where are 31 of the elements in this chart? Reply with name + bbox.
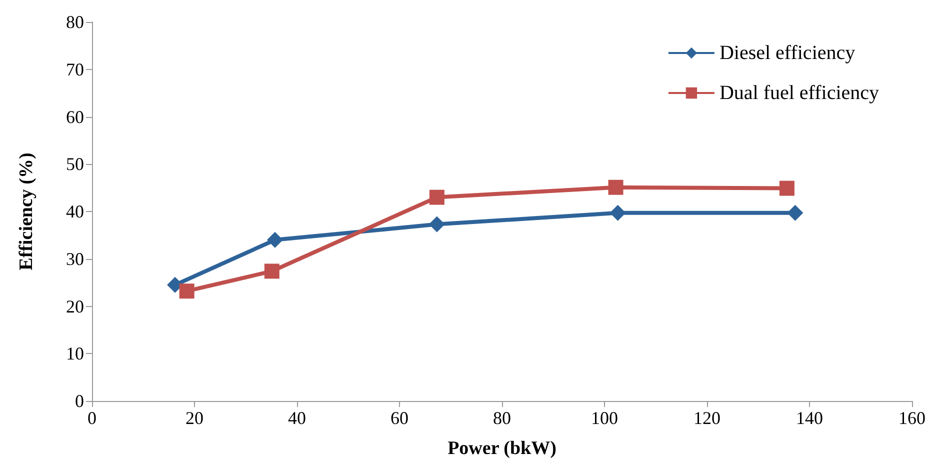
x-tick-label: 80 [493, 408, 511, 428]
point [787, 204, 804, 221]
point [266, 232, 283, 248]
legend-label: Dual fuel efficiency [719, 82, 880, 104]
y-axis-title: Efficiency (%) [16, 152, 37, 270]
y-tick-label: 30 [66, 248, 84, 269]
y-tick-label: 60 [66, 106, 84, 127]
y-tick-label: 0 [75, 391, 84, 411]
point [428, 216, 445, 232]
y-tick-label: 80 [66, 12, 84, 32]
x-tick-label: 60 [390, 408, 408, 428]
y-tick-label: 20 [66, 296, 84, 316]
point [264, 264, 280, 279]
legend-label: Diesel efficiency [719, 42, 856, 64]
x-tick-label: 20 [186, 408, 204, 428]
x-tick-label: 0 [88, 408, 96, 428]
point [610, 204, 626, 221]
y-tick-label: 40 [66, 202, 84, 222]
x-tick-label: 140 [796, 408, 823, 428]
point [429, 190, 444, 205]
x-axis-title: Power (bkW) [448, 438, 556, 459]
y-tick-label: 50 [66, 154, 84, 174]
y-tick-label: 10 [66, 344, 84, 364]
point [608, 180, 624, 195]
x-tick-label: 120 [694, 408, 720, 428]
x-tick-label: 40 [288, 408, 306, 428]
x-tick-label: 160 [898, 408, 926, 428]
point [779, 180, 794, 196]
point [179, 284, 194, 299]
y-tick-label: 70 [66, 59, 84, 80]
x-tick-label: 100 [591, 408, 618, 428]
